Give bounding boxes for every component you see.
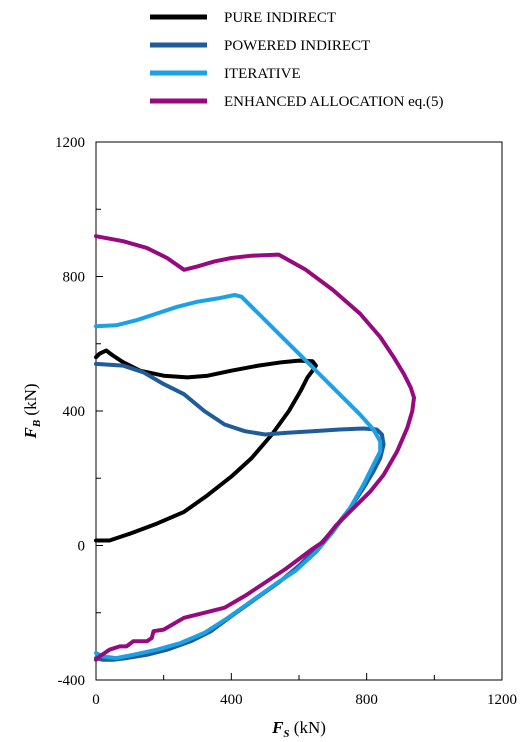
- y-tick-label: -400: [58, 673, 86, 689]
- legend-label-iterative: ITERATIVE: [224, 66, 301, 82]
- y-axis: -400 0 400 800 1200: [55, 135, 103, 689]
- x-tick-label: 800: [355, 692, 378, 708]
- y-tick-label: 1200: [55, 135, 85, 151]
- legend: PURE INDIRECT POWERED INDIRECT ITERATIVE EN…: [150, 10, 444, 110]
- series-line-powered-indirect: [94, 361, 386, 662]
- x-tick-label: 1200: [487, 692, 517, 708]
- legend-label-powered-indirect: POWERED INDIRECT: [224, 38, 370, 54]
- series-line-iterative: [94, 293, 383, 661]
- x-tick-label: 400: [220, 692, 243, 708]
- series-layer: [94, 234, 416, 662]
- y-axis-label: FB (kN): [21, 383, 43, 439]
- y-tick-label: 0: [78, 539, 86, 555]
- x-tick-label: 0: [92, 692, 100, 708]
- x-axis-label: FS (kN): [271, 718, 326, 740]
- legend-label-enhanced-allocation-eq-5: ENHANCED ALLOCATION eq.(5): [224, 94, 444, 110]
- legend-label-pure-indirect: PURE INDIRECT: [224, 10, 336, 26]
- x-axis: 0 400 800 1200: [92, 673, 517, 708]
- y-tick-label: 400: [63, 404, 86, 420]
- series-line-enhanced-allocation-eq-5: [94, 234, 416, 662]
- plot-frame: [95, 141, 503, 681]
- series-line-pure-indirect: [94, 348, 318, 543]
- y-tick-label: 800: [63, 270, 86, 286]
